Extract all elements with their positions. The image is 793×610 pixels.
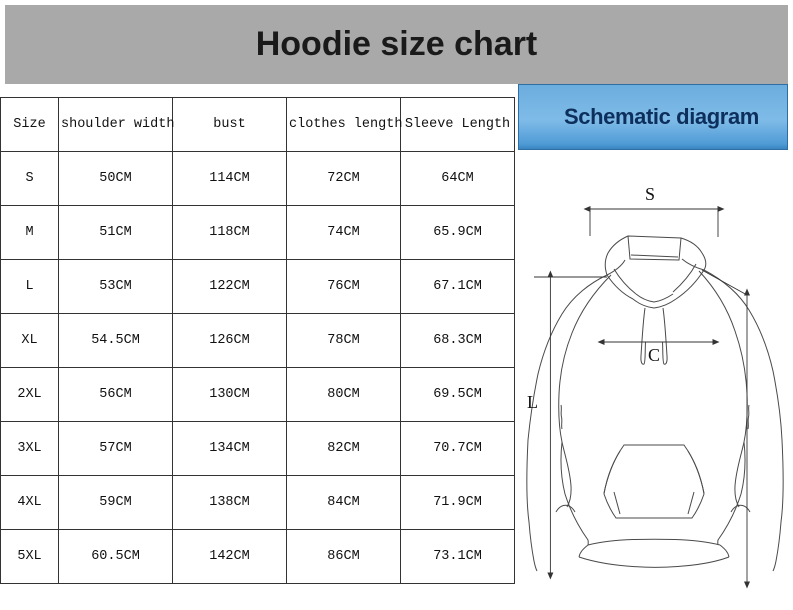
svg-text:L: L: [527, 392, 538, 412]
svg-text:C: C: [648, 345, 660, 365]
svg-text:S: S: [645, 184, 655, 204]
